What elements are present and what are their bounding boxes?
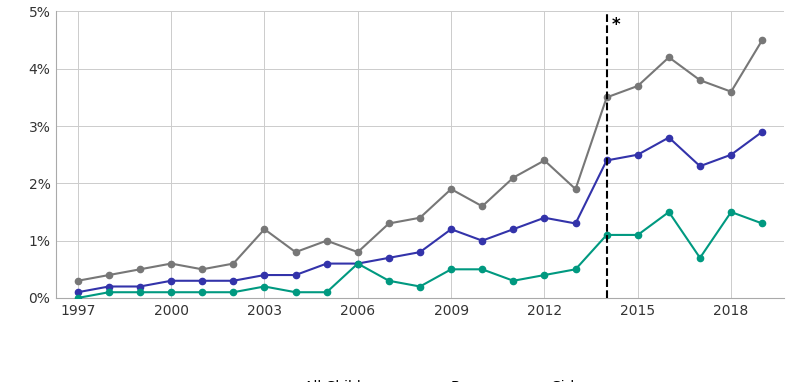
All Children [166,278,176,283]
All Children [198,278,207,283]
Boys [540,158,550,163]
Boys [73,278,82,283]
Boys [260,227,270,231]
All Children [229,278,238,283]
Girls [446,267,456,272]
Boys [758,38,767,42]
Girls [664,210,674,214]
Boys [198,267,207,272]
All Children [290,273,300,277]
Line: Boys: Boys [74,37,766,284]
Boys [322,238,331,243]
All Children [664,135,674,140]
Girls [104,290,114,295]
Girls [633,233,642,237]
Girls [290,290,300,295]
Girls [695,256,705,260]
Boys [415,215,425,220]
Girls [353,261,362,266]
Text: *: * [611,16,620,34]
All Children [384,256,394,260]
Girls [602,233,611,237]
Boys [478,204,487,209]
Line: All Children: All Children [74,129,766,295]
Girls [478,267,487,272]
All Children [446,227,456,231]
Boys [726,89,736,94]
Girls [758,221,767,226]
Boys [135,267,145,272]
All Children [726,152,736,157]
All Children [135,284,145,289]
All Children [104,284,114,289]
Boys [509,175,518,180]
Girls [570,267,580,272]
All Children [540,215,550,220]
Boys [664,55,674,60]
All Children [353,261,362,266]
Boys [446,187,456,191]
Girls [509,278,518,283]
Boys [353,250,362,254]
All Children [322,261,331,266]
Girls [384,278,394,283]
Girls [726,210,736,214]
All Children [570,221,580,226]
Boys [166,261,176,266]
All Children [509,227,518,231]
Boys [384,221,394,226]
Girls [322,290,331,295]
Girls [229,290,238,295]
Legend: All Children, Boys, Girls: All Children, Boys, Girls [253,375,587,382]
All Children [478,238,487,243]
Girls [540,273,550,277]
Boys [104,273,114,277]
Boys [695,78,705,83]
Girls [73,296,82,300]
Girls [260,284,270,289]
Boys [570,187,580,191]
Girls [135,290,145,295]
Girls [415,284,425,289]
All Children [758,129,767,134]
All Children [602,158,611,163]
Boys [602,95,611,100]
Boys [229,261,238,266]
All Children [260,273,270,277]
Girls [166,290,176,295]
Boys [633,84,642,88]
Girls [198,290,207,295]
All Children [73,290,82,295]
All Children [633,152,642,157]
Boys [290,250,300,254]
All Children [415,250,425,254]
All Children [695,164,705,168]
Line: Girls: Girls [74,209,766,301]
